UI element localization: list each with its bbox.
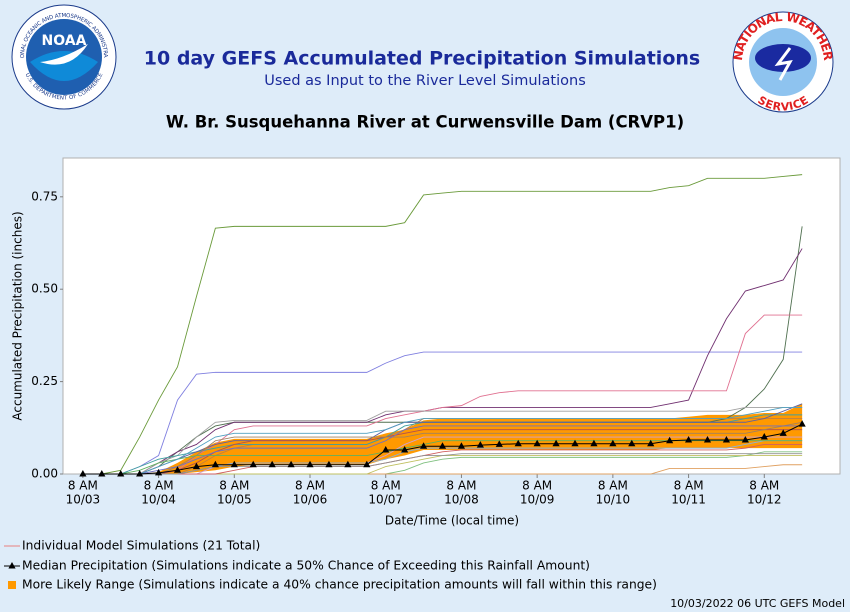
median-marker (230, 460, 238, 468)
x-axis-label: Date/Time (local time) (385, 514, 519, 528)
member-line (82, 407, 803, 475)
median-marker (779, 429, 787, 436)
x-tick-label: 10/11 (671, 493, 706, 507)
median-marker (722, 435, 731, 443)
x-tick-label: 8 AM (598, 479, 628, 493)
x-tick-label: 10/10 (596, 493, 631, 507)
median-marker (98, 470, 106, 477)
median-marker (173, 466, 182, 473)
member-line (82, 421, 803, 475)
x-tick-label: 8 AM (522, 479, 552, 493)
y-tick-label: 0.25 (31, 374, 58, 388)
median-marker (647, 439, 655, 447)
median-marker (287, 460, 295, 468)
legend-label: Median Precipitation (Simulations indica… (22, 559, 590, 573)
median-marker (552, 439, 560, 447)
x-tick-label: 10/05 (217, 493, 252, 507)
x-tick-label: 8 AM (68, 479, 98, 493)
x-tick-label: 10/06 (293, 493, 328, 507)
median-marker (401, 445, 409, 453)
x-tick-label: 10/03 (66, 493, 101, 507)
median-marker (533, 439, 541, 447)
median-marker (438, 442, 447, 449)
median-marker (703, 435, 712, 443)
nws-ring-text: SERVICE (755, 93, 810, 113)
median-marker (609, 439, 617, 447)
member-line (82, 453, 803, 475)
median-marker (268, 460, 276, 468)
median-marker (382, 445, 390, 453)
y-tick-label: 0.50 (31, 282, 58, 296)
median-marker (590, 439, 598, 447)
x-tick-label: 10/04 (141, 493, 176, 507)
median-marker (760, 433, 768, 440)
member-line (82, 403, 803, 475)
member-line (82, 174, 803, 475)
median-marker (666, 436, 674, 444)
member-line (82, 436, 803, 475)
legend-label: Individual Model Simulations (21 Total) (22, 539, 260, 553)
y-tick-label: 0.75 (31, 189, 58, 203)
member-line (82, 314, 803, 475)
median-marker (684, 435, 693, 443)
x-tick-label: 8 AM (144, 479, 174, 493)
x-tick-label: 10/07 (368, 493, 403, 507)
legend-marker (8, 562, 16, 569)
x-tick-label: 10/08 (444, 493, 479, 507)
noaa-wave (30, 51, 98, 81)
member-line (82, 351, 803, 475)
legend-swatch (8, 581, 16, 589)
x-tick-label: 8 AM (295, 479, 325, 493)
member-line (82, 407, 803, 475)
y-tick-label: 0.00 (31, 467, 58, 481)
median-marker (325, 460, 333, 468)
x-tick-label: 10/12 (747, 493, 782, 507)
median-marker (628, 439, 636, 447)
median-marker (306, 460, 314, 468)
page-title: 10 day GEFS Accumulated Precipitation Si… (144, 48, 700, 70)
noaa-gull (40, 44, 88, 65)
median-marker (117, 470, 125, 477)
member-line (82, 425, 803, 475)
y-axis-label: Accumulated Precipitation (inches) (11, 211, 25, 420)
median-marker (457, 442, 466, 449)
member-line (82, 429, 803, 475)
median-marker (741, 435, 749, 443)
median-marker (211, 460, 219, 468)
footer: 10/03/2022 06 UTC GEFS Model (670, 597, 845, 610)
median-marker (154, 468, 163, 476)
page-subtitle: Used as Input to the River Level Simulat… (264, 73, 586, 89)
x-tick-label: 8 AM (219, 479, 249, 493)
median-marker (419, 442, 428, 449)
legend: Individual Model Simulations (21 Total) M… (4, 539, 657, 592)
x-tick-label: 8 AM (371, 479, 401, 493)
nws-logo: NATIONAL WEATHER SERVICE (730, 9, 835, 113)
median-marker (798, 420, 806, 427)
range-area (82, 403, 803, 474)
x-tick-label: 8 AM (446, 479, 476, 493)
median-marker (136, 470, 144, 477)
median-marker (249, 460, 257, 468)
x-tick-label: 8 AM (749, 479, 779, 493)
median-marker (495, 440, 503, 447)
noaa-logo: NOAA NATIONAL OCEANIC AND ATMOSPHERIC AD… (0, 0, 117, 110)
median-marker (79, 470, 87, 477)
median-marker (363, 460, 371, 468)
x-tick-label: 10/09 (520, 493, 555, 507)
median-marker (476, 441, 484, 448)
median-marker (192, 462, 201, 470)
member-line (82, 443, 803, 475)
median-marker (514, 439, 522, 447)
median-marker (571, 439, 579, 447)
noaa-text: NOAA (42, 33, 87, 49)
median-marker (344, 460, 352, 468)
legend-label: More Likely Range (Simulations indicate … (22, 578, 657, 592)
nws-bolt (774, 47, 793, 81)
nws-ring-bottom: SERVICE (755, 93, 810, 113)
x-tick-label: 8 AM (674, 479, 704, 493)
chart-title: W. Br. Susquehanna River at Curwensville… (166, 113, 684, 132)
